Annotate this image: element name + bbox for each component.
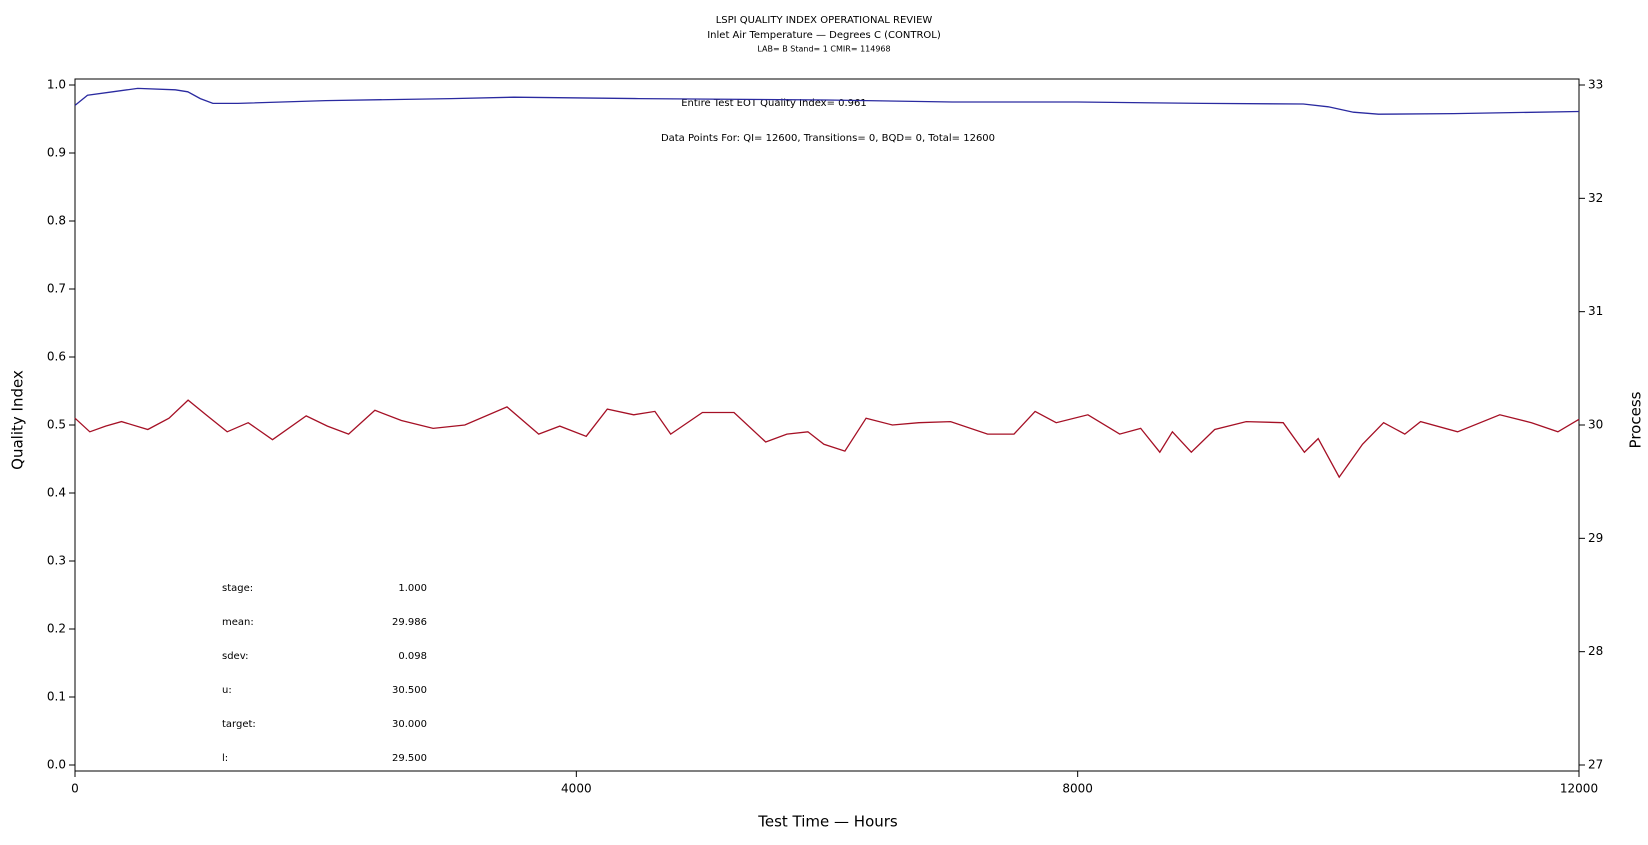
y2-tick-label: 29 — [1588, 531, 1603, 545]
stat-value: 30.500 — [392, 685, 427, 696]
stat-label: mean: — [222, 617, 254, 628]
stat-value: 30.000 — [392, 719, 427, 730]
y-tick-label: 0.5 — [47, 418, 66, 432]
stat-value: 0.098 — [398, 651, 427, 662]
y-tick-label: 0.1 — [47, 690, 66, 704]
stat-value: 1.000 — [398, 583, 427, 594]
x-tick-label: 8000 — [1062, 782, 1093, 796]
series-line — [74, 399, 1580, 479]
x-tick-label: 4000 — [561, 782, 592, 796]
series-line — [74, 87, 1580, 115]
x-tick-label: 0 — [71, 782, 79, 796]
y-tick-label: 0.8 — [47, 214, 66, 228]
y2-tick-label: 27 — [1588, 758, 1603, 772]
y-tick-label: 0.9 — [47, 146, 66, 160]
y-tick-label: 0.2 — [47, 622, 66, 636]
y-tick-label: 0.7 — [47, 282, 66, 296]
stat-value: 29.500 — [392, 753, 427, 764]
y2-tick-label: 31 — [1588, 304, 1603, 318]
annotation: Data Points For: QI= 12600, Transitions=… — [661, 133, 995, 144]
y-tick-label: 0.4 — [47, 486, 66, 500]
annotation: Entire Test EOT Quality Index= 0.961 — [681, 98, 867, 109]
stat-label: u: — [222, 685, 232, 696]
y2-tick-label: 32 — [1588, 191, 1603, 205]
y-axis-title: Quality Index — [9, 370, 27, 470]
stat-label: stage: — [222, 583, 253, 594]
stat-label: target: — [222, 719, 256, 730]
y2-tick-label: 33 — [1588, 78, 1603, 92]
y-tick-label: 0.3 — [47, 554, 66, 568]
y-tick-label: 0.0 — [47, 758, 66, 772]
stat-label: sdev: — [222, 651, 248, 662]
stat-label: l: — [222, 753, 228, 764]
x-tick-label: 12000 — [1560, 782, 1598, 796]
y-tick-label: 0.6 — [47, 350, 66, 364]
plot-frame — [74, 78, 1580, 772]
y2-tick-label: 28 — [1588, 644, 1603, 658]
y2-axis-title: Process — [1627, 391, 1645, 448]
y-tick-label: 1.0 — [47, 78, 66, 92]
chart-title: LSPI QUALITY INDEX OPERATIONAL REVIEW — [716, 15, 933, 26]
y2-tick-label: 30 — [1588, 418, 1603, 432]
stat-value: 29.986 — [392, 617, 427, 628]
x-axis-title: Test Time — Hours — [757, 813, 898, 831]
chart-info: LAB= B Stand= 1 CMIR= 114968 — [757, 45, 890, 54]
chart-subtitle: Inlet Air Temperature — Degrees C (CONTR… — [707, 30, 941, 41]
